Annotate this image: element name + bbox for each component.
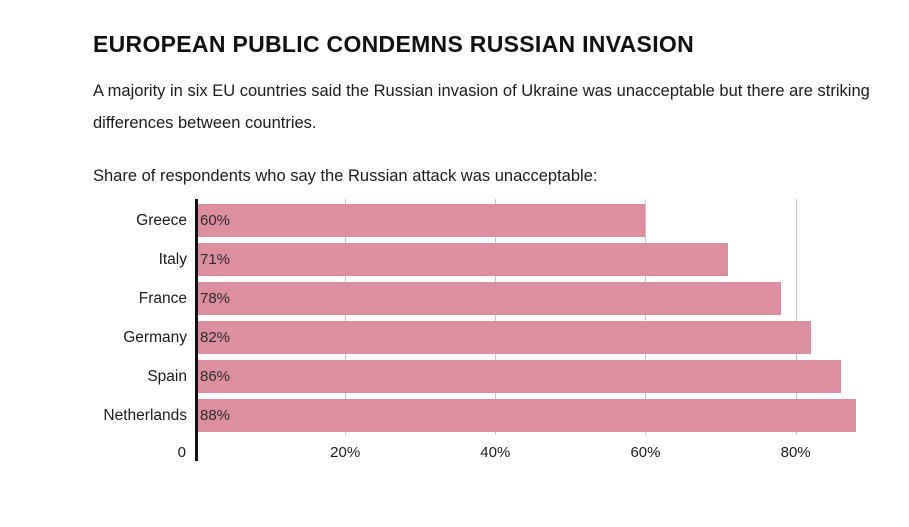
x-axis-tick-label: 40% — [480, 444, 511, 461]
chart-row: Germany 82% — [93, 318, 891, 357]
bar-value-label: 88% — [200, 407, 231, 424]
bar-chart: Greece 60% Italy 71% France 78% Germany 82% Spai… — [93, 199, 891, 467]
chart-row: Italy 71% — [93, 240, 891, 279]
bar: 88% — [195, 399, 856, 432]
bar-track: 88% — [195, 399, 891, 432]
chart-row: Netherlands 88% — [93, 396, 891, 435]
bar: 78% — [195, 282, 781, 315]
category-label: Italy — [158, 250, 187, 268]
y-axis-line — [195, 199, 198, 461]
article-content: EUROPEAN PUBLIC CONDEMNS RUSSIAN INVASIO… — [93, 30, 891, 467]
bar-track: 71% — [195, 243, 891, 276]
bar: 71% — [195, 243, 729, 276]
chart-plot-area: Greece 60% Italy 71% France 78% Germany 82% Spai… — [93, 199, 891, 461]
chart-caption: Share of respondents who say the Russian… — [93, 167, 598, 185]
chart-row: Spain 86% — [93, 357, 891, 396]
bar-track: 60% — [195, 204, 891, 237]
x-axis-tick-label: 20% — [330, 444, 361, 461]
bar-track: 78% — [195, 282, 891, 315]
bar-track: 82% — [195, 321, 891, 354]
bar-value-label: 71% — [200, 251, 231, 268]
bar-value-label: 78% — [200, 290, 231, 307]
bar-value-label: 86% — [200, 368, 231, 385]
x-axis-tick-label: 60% — [630, 444, 661, 461]
category-label: Spain — [147, 367, 187, 385]
bar-value-label: 82% — [200, 329, 231, 346]
category-label: Netherlands — [103, 406, 187, 424]
bar-track: 86% — [195, 360, 891, 393]
bar: 86% — [195, 360, 841, 393]
x-axis-tick-label: 0 — [177, 444, 186, 461]
category-label: Greece — [136, 211, 187, 229]
chart-row: Greece 60% — [93, 201, 891, 240]
chart-rows: Greece 60% Italy 71% France 78% Germany 82% Spai… — [93, 201, 891, 435]
bar: 60% — [195, 204, 646, 237]
x-axis-tick-label: 80% — [780, 444, 811, 461]
category-label: France — [138, 289, 187, 307]
category-label: Germany — [123, 328, 187, 346]
subheadline: A majority in six EU countries said the … — [93, 82, 870, 132]
x-axis: 0 20% 40% 60% 80% — [178, 435, 891, 467]
bar: 82% — [195, 321, 811, 354]
bar-value-label: 60% — [200, 212, 231, 229]
headline: EUROPEAN PUBLIC CONDEMNS RUSSIAN INVASIO… — [93, 31, 694, 57]
chart-row: France 78% — [93, 279, 891, 318]
